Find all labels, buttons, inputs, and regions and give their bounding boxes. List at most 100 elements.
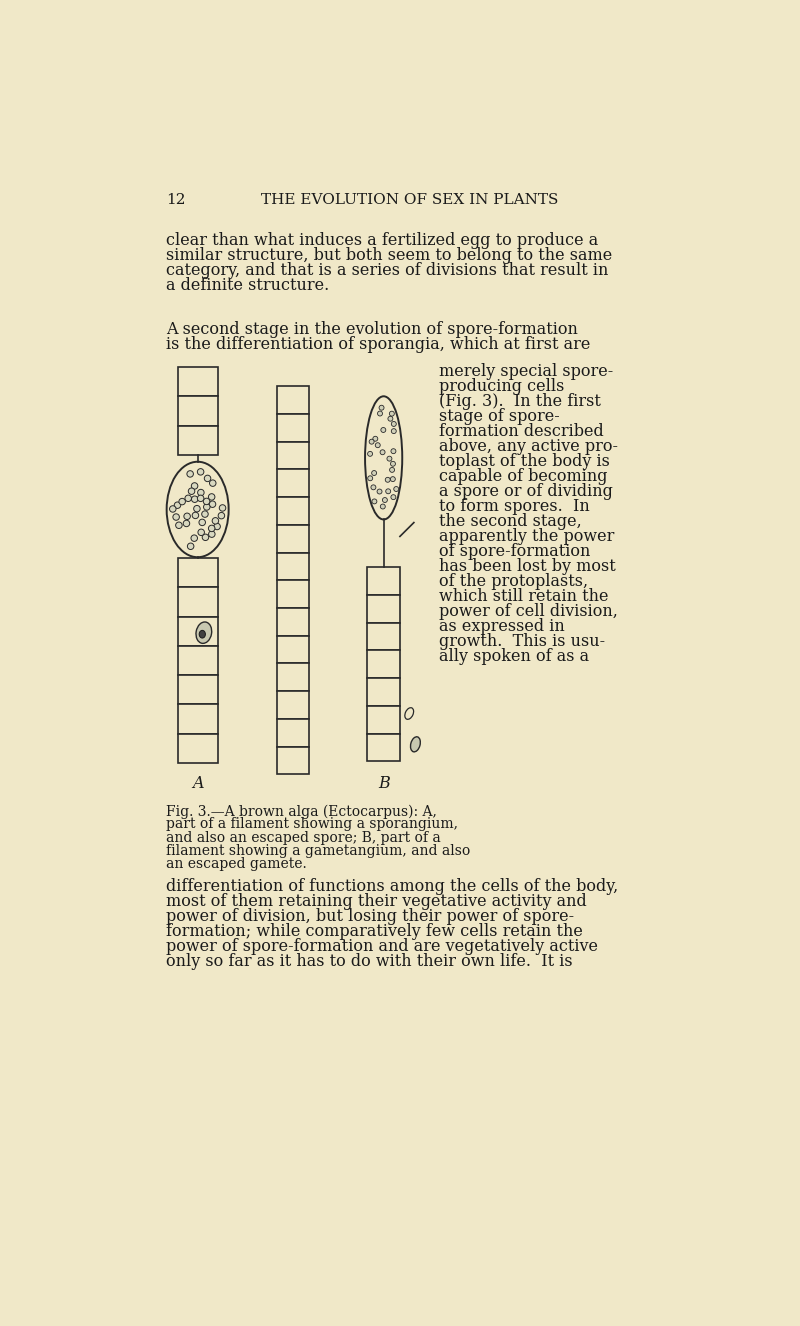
Ellipse shape: [375, 443, 380, 448]
Ellipse shape: [371, 485, 376, 489]
Text: 12: 12: [166, 192, 186, 207]
Ellipse shape: [218, 512, 225, 518]
Ellipse shape: [386, 489, 390, 493]
Bar: [178, 367, 218, 396]
Ellipse shape: [187, 544, 194, 549]
Bar: [277, 581, 310, 609]
Text: which still retain the: which still retain the: [439, 589, 609, 606]
Ellipse shape: [184, 513, 190, 520]
Ellipse shape: [372, 499, 377, 504]
Text: an escaped gamete.: an escaped gamete.: [166, 857, 306, 871]
Ellipse shape: [391, 422, 396, 427]
Bar: [277, 719, 310, 747]
Ellipse shape: [198, 489, 204, 496]
Text: THE EVOLUTION OF SEX IN PLANTS: THE EVOLUTION OF SEX IN PLANTS: [262, 192, 558, 207]
Ellipse shape: [378, 411, 382, 416]
Ellipse shape: [191, 534, 198, 541]
Ellipse shape: [214, 524, 220, 529]
Text: power of division, but losing their power of spore-: power of division, but losing their powe…: [166, 907, 574, 924]
Ellipse shape: [372, 471, 377, 476]
Ellipse shape: [210, 480, 216, 487]
Text: of the protoplasts,: of the protoplasts,: [439, 573, 589, 590]
Ellipse shape: [377, 489, 382, 495]
Text: most of them retaining their vegetative activity and: most of them retaining their vegetative …: [166, 892, 586, 910]
Bar: [178, 558, 218, 587]
Ellipse shape: [381, 427, 386, 432]
Ellipse shape: [170, 505, 176, 512]
Bar: [277, 663, 310, 691]
Bar: [277, 386, 310, 414]
Ellipse shape: [373, 436, 378, 442]
Text: power of cell division,: power of cell division,: [439, 603, 618, 621]
Bar: [367, 705, 400, 733]
Ellipse shape: [365, 396, 402, 520]
Ellipse shape: [390, 461, 395, 467]
Bar: [178, 587, 218, 617]
Ellipse shape: [369, 439, 374, 444]
Ellipse shape: [196, 622, 212, 643]
Bar: [277, 747, 310, 774]
Ellipse shape: [176, 522, 182, 529]
Ellipse shape: [174, 503, 181, 508]
Ellipse shape: [219, 505, 226, 512]
Text: a spore or of dividing: a spore or of dividing: [439, 483, 614, 500]
Text: producing cells: producing cells: [439, 378, 565, 395]
Ellipse shape: [405, 708, 414, 719]
Text: to form spores.  In: to form spores. In: [439, 499, 590, 516]
Bar: [277, 691, 310, 719]
Bar: [178, 426, 218, 455]
Text: apparently the power: apparently the power: [439, 528, 615, 545]
Text: Fig. 3.—A brown alga (Ectocarpus): A,: Fig. 3.—A brown alga (Ectocarpus): A,: [166, 805, 437, 818]
Bar: [178, 675, 218, 704]
Ellipse shape: [166, 461, 229, 557]
Ellipse shape: [199, 520, 206, 525]
Ellipse shape: [380, 450, 385, 455]
Ellipse shape: [173, 513, 179, 520]
Ellipse shape: [203, 504, 210, 511]
Text: stage of spore-: stage of spore-: [439, 408, 560, 426]
Text: merely special spore-: merely special spore-: [439, 363, 614, 381]
Ellipse shape: [202, 511, 208, 517]
Bar: [277, 497, 310, 525]
Text: clear than what induces a fertilized egg to produce a: clear than what induces a fertilized egg…: [166, 232, 598, 249]
Text: growth.  This is usu-: growth. This is usu-: [439, 634, 606, 651]
Ellipse shape: [179, 499, 186, 505]
Text: is the differentiation of sporangia, which at first are: is the differentiation of sporangia, whi…: [166, 335, 590, 353]
Text: and also an escaped spore; B, part of a: and also an escaped spore; B, part of a: [166, 830, 441, 845]
Text: A: A: [192, 776, 203, 792]
Ellipse shape: [192, 512, 198, 518]
Text: the second stage,: the second stage,: [439, 513, 582, 530]
Ellipse shape: [210, 501, 216, 508]
Ellipse shape: [391, 428, 396, 434]
Bar: [277, 609, 310, 635]
Text: only so far as it has to do with their own life.  It is: only so far as it has to do with their o…: [166, 952, 573, 969]
Bar: [367, 733, 400, 761]
Text: formation described: formation described: [439, 423, 604, 440]
Ellipse shape: [209, 530, 215, 537]
Ellipse shape: [191, 483, 198, 489]
Bar: [277, 525, 310, 553]
Bar: [178, 704, 218, 733]
Text: toplast of the body is: toplast of the body is: [439, 453, 610, 471]
Ellipse shape: [209, 525, 215, 532]
Ellipse shape: [199, 630, 206, 638]
Bar: [367, 568, 400, 595]
Ellipse shape: [198, 495, 204, 501]
Ellipse shape: [212, 517, 218, 524]
Ellipse shape: [202, 534, 209, 541]
Ellipse shape: [391, 448, 396, 453]
Ellipse shape: [191, 496, 198, 503]
Bar: [367, 650, 400, 678]
Ellipse shape: [391, 495, 396, 500]
Bar: [367, 623, 400, 650]
Bar: [277, 635, 310, 663]
Ellipse shape: [203, 499, 210, 505]
Text: B: B: [378, 776, 390, 792]
Bar: [367, 595, 400, 623]
Ellipse shape: [386, 477, 390, 483]
Text: filament showing a gametangium, and also: filament showing a gametangium, and also: [166, 843, 470, 858]
Ellipse shape: [410, 737, 420, 752]
Bar: [277, 442, 310, 469]
Text: part of a filament showing a sporangium,: part of a filament showing a sporangium,: [166, 817, 458, 831]
Ellipse shape: [394, 487, 398, 492]
